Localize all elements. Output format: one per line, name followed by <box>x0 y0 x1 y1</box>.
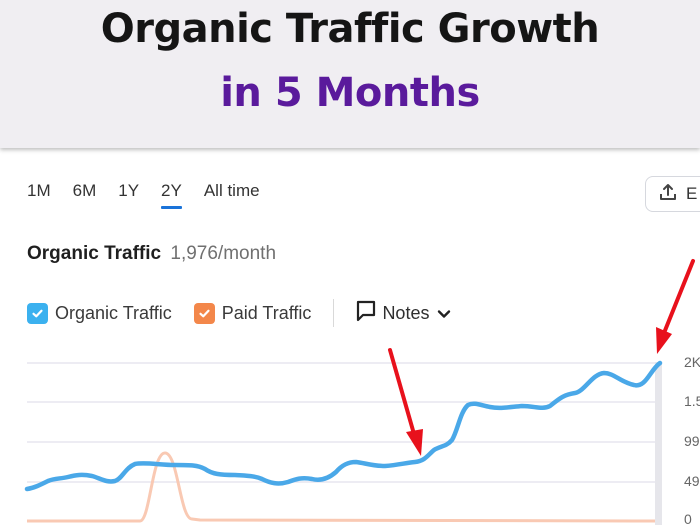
metric-value: 1,976/month <box>170 243 277 264</box>
y-axis-label: 2K <box>684 354 700 370</box>
notes-label: Notes <box>382 302 430 323</box>
tab-1m[interactable]: 1M <box>27 181 51 200</box>
y-axis-label: 99 <box>684 433 700 449</box>
legend-divider <box>333 299 335 327</box>
tab-1y[interactable]: 1Y <box>118 181 140 200</box>
chevron-down-icon <box>437 303 451 324</box>
y-axis-label: 1.5K <box>684 393 700 409</box>
checkbox-checked-icon[interactable] <box>27 302 48 324</box>
notes-dropdown[interactable]: Notes <box>356 300 451 327</box>
legend-label: Paid Traffic <box>221 302 312 323</box>
metric-summary: Organic Traffic 1,976/month <box>27 243 276 265</box>
y-axis-label: 49 <box>684 473 700 489</box>
headline-title: Organic Traffic Growth <box>100 6 600 52</box>
chart-legend: Organic Traffic Paid Traffic Notes <box>27 299 451 327</box>
checkbox-checked-icon[interactable] <box>193 302 215 324</box>
headline-banner: Organic Traffic Growth in 5 Months <box>0 0 700 148</box>
comment-icon <box>356 300 376 327</box>
metric-name: Organic Traffic <box>27 243 162 264</box>
upload-icon <box>658 182 678 207</box>
legend-label: Organic Traffic <box>55 302 172 323</box>
tab-all-time[interactable]: All time <box>203 181 260 200</box>
export-label: E <box>686 184 698 203</box>
traffic-panel: 1M 6M 1Y 2Y All time E Organic Traffic 1… <box>0 150 700 525</box>
legend-organic-traffic[interactable]: Organic Traffic <box>27 302 172 324</box>
tab-6m[interactable]: 6M <box>72 181 97 200</box>
tab-2y[interactable]: 2Y <box>161 181 182 209</box>
export-button[interactable]: E <box>645 176 700 212</box>
legend-paid-traffic[interactable]: Paid Traffic <box>193 302 312 324</box>
y-axis-label: 0 <box>684 511 692 525</box>
headline-subtitle: in 5 Months <box>220 70 480 116</box>
date-range-tabs: 1M 6M 1Y 2Y All time <box>27 181 282 209</box>
